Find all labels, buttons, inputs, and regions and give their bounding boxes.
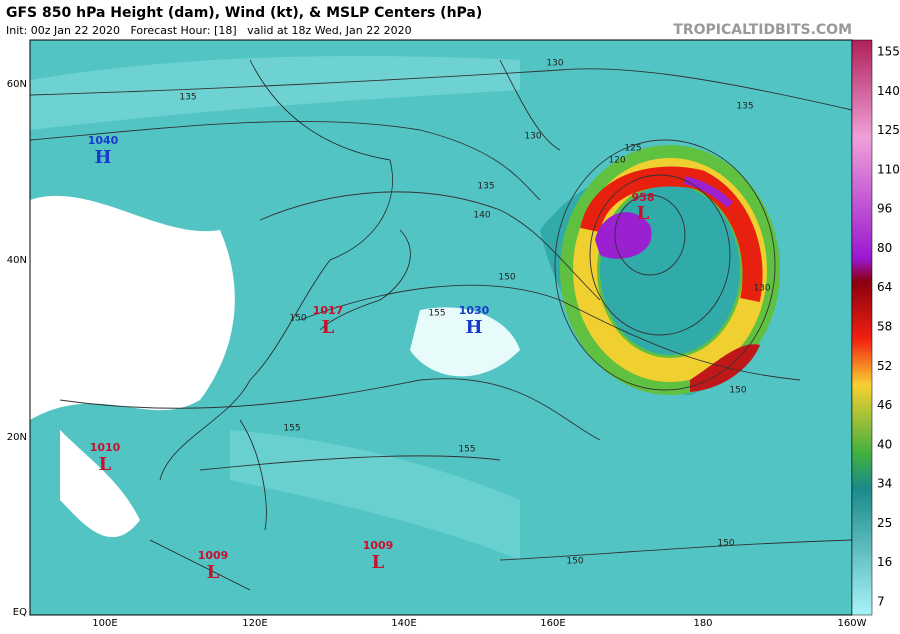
colorbar-label: 110 xyxy=(877,162,900,176)
center-letter: L xyxy=(637,203,650,224)
colorbar-label: 25 xyxy=(877,516,892,530)
contour-label: 135 xyxy=(477,182,494,192)
lon-label: 160E xyxy=(540,618,565,629)
colorbar-label: 80 xyxy=(877,241,892,255)
center-letter: L xyxy=(99,454,112,475)
lon-label: 180 xyxy=(693,618,712,629)
center-value: 1040 xyxy=(88,134,119,147)
center-letter: H xyxy=(465,317,482,338)
center-value: 958 xyxy=(632,191,655,204)
lon-label: 120E xyxy=(242,618,267,629)
storm-max-wind xyxy=(595,212,652,259)
calm-region xyxy=(60,430,140,538)
colorbar-label: 34 xyxy=(877,477,892,491)
calm-region xyxy=(30,195,235,420)
contour-label: 150 xyxy=(717,539,734,549)
center-letter: L xyxy=(207,562,220,583)
storm-max-wind xyxy=(683,176,733,208)
contour-label: 135 xyxy=(179,93,196,103)
contour-label: 130 xyxy=(753,284,770,294)
center-labels: 1040 H 1030 H 1017 L 1010 L 1009 L 1009 … xyxy=(88,134,655,583)
height-contours xyxy=(30,68,852,561)
colorbar-label: 58 xyxy=(877,320,892,334)
site-watermark: TROPICALTIDBITS.COM xyxy=(673,22,852,38)
colorbar-label: 46 xyxy=(877,398,892,412)
contour-label: 155 xyxy=(428,309,445,319)
contour-label: 150 xyxy=(729,386,746,396)
center-value: 1009 xyxy=(363,539,394,552)
center-letter: L xyxy=(322,317,335,338)
contour-label: 140 xyxy=(473,211,490,221)
contour-label: 125 xyxy=(624,144,641,154)
lat-label: 60N xyxy=(7,79,27,90)
colorbar-label: 64 xyxy=(877,280,892,294)
longitude-labels: 100E 120E 140E 160E 180 160W xyxy=(92,618,866,629)
wind-band xyxy=(30,56,520,130)
lon-label: 160W xyxy=(838,618,867,629)
map-field xyxy=(30,40,852,615)
contour-label: 130 xyxy=(524,132,541,142)
lat-label: EQ xyxy=(13,607,27,618)
lon-label: 140E xyxy=(391,618,416,629)
lon-label: 100E xyxy=(92,618,117,629)
subtitle: Init: 00z Jan 22 2020 Forecast Hour: [18… xyxy=(6,24,412,37)
title: GFS 850 hPa Height (dam), Wind (kt), & M… xyxy=(6,5,482,21)
contour-label: 135 xyxy=(736,102,753,112)
contour-labels: 130 135 130 135 125 120 135 140 150 155 150 155 155 1… xyxy=(179,59,770,567)
contour-label: 150 xyxy=(566,557,583,567)
colorbar-labels: 155 140 125 110 96 80 64 58 52 46 40 34 25 16 7 xyxy=(877,45,900,609)
contour-label: 155 xyxy=(458,445,475,455)
storm-core xyxy=(580,166,763,302)
colorbar-label: 16 xyxy=(877,555,892,569)
contour-label: 120 xyxy=(608,156,625,166)
wind-band xyxy=(230,430,520,560)
colorbar-label: 7 xyxy=(877,595,885,609)
coastlines xyxy=(149,59,561,591)
colorbar-label: 40 xyxy=(877,437,892,451)
contour-label: 150 xyxy=(289,314,306,324)
center-letter: H xyxy=(94,147,111,168)
lat-label: 40N xyxy=(7,255,27,266)
center-value: 1009 xyxy=(198,549,229,562)
colorbar-label: 155 xyxy=(877,45,900,59)
colorbar xyxy=(851,39,873,616)
colorbar-label: 96 xyxy=(877,202,892,216)
latitude-labels: 60N 40N 20N EQ xyxy=(7,79,27,618)
contour-label: 130 xyxy=(546,59,563,69)
colorbar-label: 140 xyxy=(877,84,900,98)
center-value: 1017 xyxy=(313,304,344,317)
center-value: 1030 xyxy=(459,304,490,317)
contour-label: 150 xyxy=(498,273,515,283)
colorbar-label: 125 xyxy=(877,123,900,137)
lat-label: 20N xyxy=(7,432,27,443)
colorbar-label: 52 xyxy=(877,359,892,373)
center-letter: L xyxy=(372,552,385,573)
contour-label: 155 xyxy=(283,424,300,434)
calm-region xyxy=(410,307,520,377)
center-value: 1010 xyxy=(90,441,121,454)
